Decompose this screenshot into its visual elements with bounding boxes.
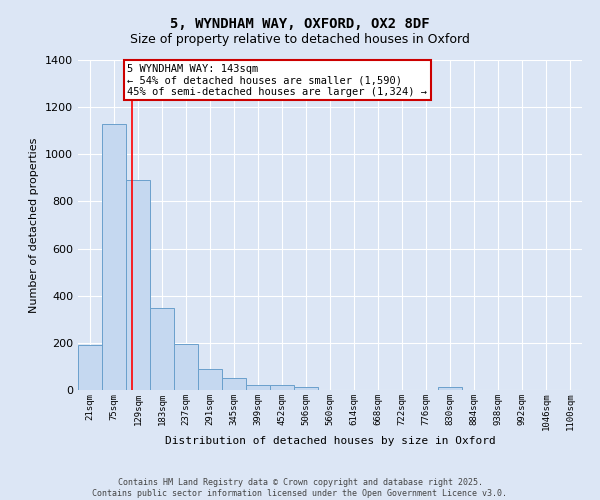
Bar [150, 308, 174, 390]
Bar [270, 385, 294, 390]
Bar [438, 387, 462, 390]
Bar [102, 124, 126, 390]
Bar [78, 344, 102, 390]
Text: Size of property relative to detached houses in Oxford: Size of property relative to detached ho… [130, 32, 470, 46]
Text: Contains HM Land Registry data © Crown copyright and database right 2025.
Contai: Contains HM Land Registry data © Crown c… [92, 478, 508, 498]
Bar [198, 369, 222, 390]
X-axis label: Distribution of detached houses by size in Oxford: Distribution of detached houses by size … [164, 436, 496, 446]
Text: 5, WYNDHAM WAY, OXFORD, OX2 8DF: 5, WYNDHAM WAY, OXFORD, OX2 8DF [170, 18, 430, 32]
Bar [222, 378, 246, 390]
Bar [126, 180, 150, 390]
Text: 5 WYNDHAM WAY: 143sqm
← 54% of detached houses are smaller (1,590)
45% of semi-d: 5 WYNDHAM WAY: 143sqm ← 54% of detached … [127, 64, 427, 96]
Bar [174, 344, 198, 390]
Y-axis label: Number of detached properties: Number of detached properties [29, 138, 40, 312]
Bar [246, 385, 270, 390]
Bar [294, 387, 318, 390]
